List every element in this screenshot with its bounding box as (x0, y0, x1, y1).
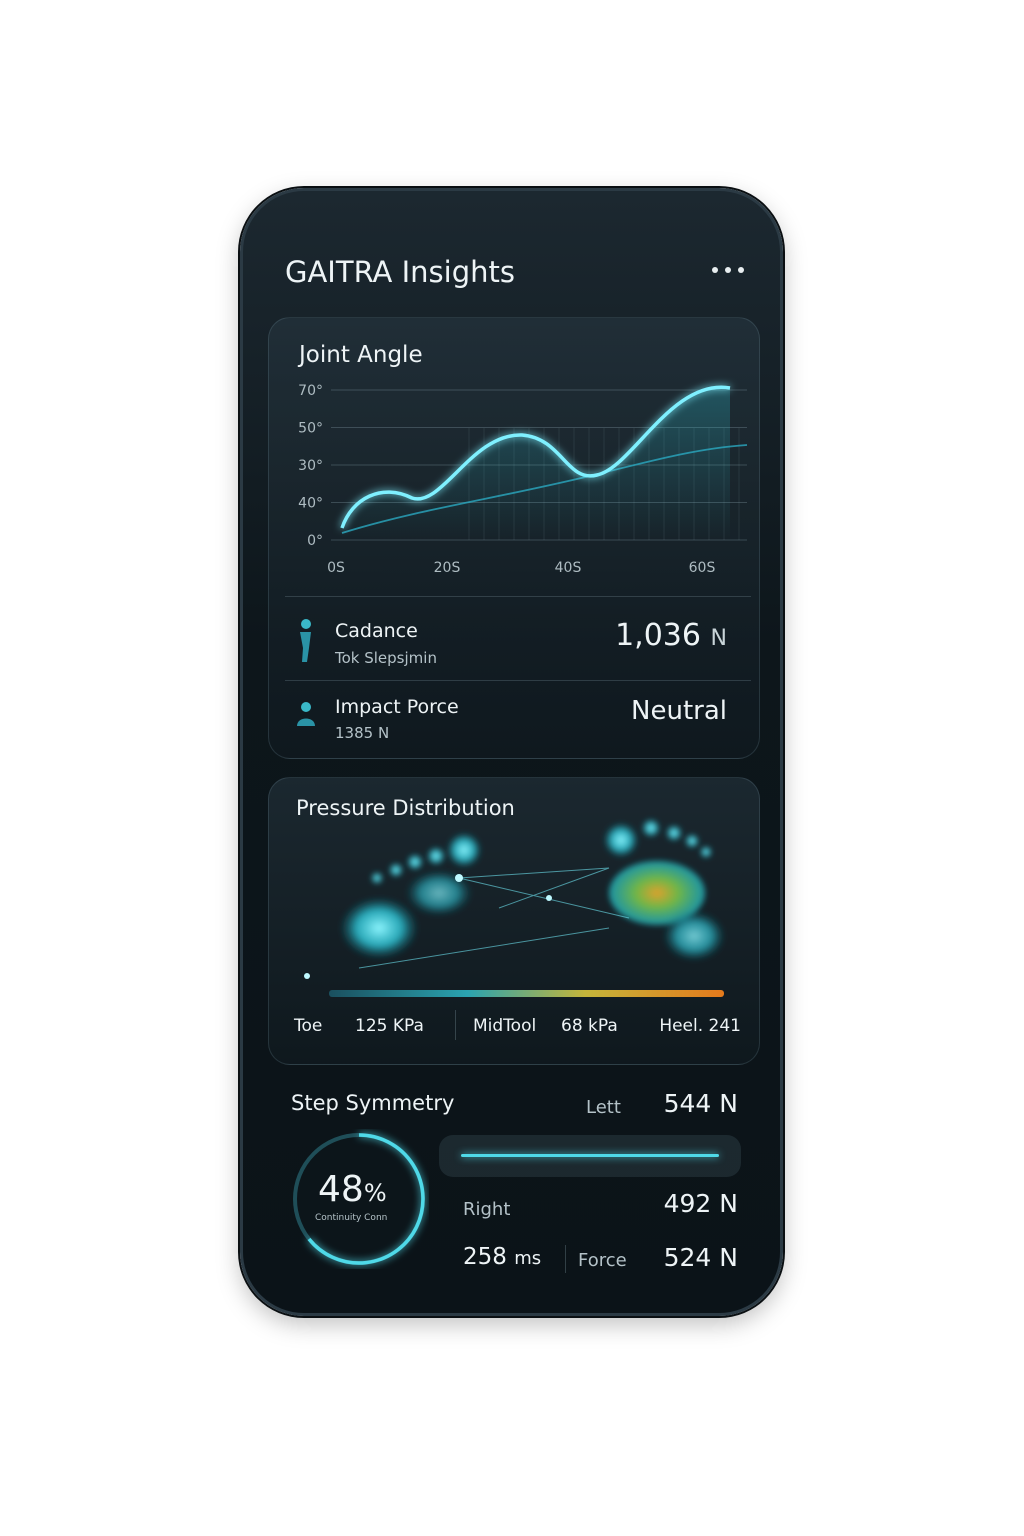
unit: N (719, 1243, 738, 1272)
metric-number: 1,036 (615, 618, 701, 653)
y-axis-label: 40° (298, 496, 323, 512)
y-axis-label: 0° (307, 533, 323, 549)
metric-value: 1,036 N (615, 618, 727, 653)
cadence-icon (300, 619, 311, 662)
card-title: Pressure Distribution (296, 796, 515, 820)
metric-label: Impact Porce (335, 696, 459, 718)
metric-label: Cadance (335, 620, 418, 642)
main-curve (340, 385, 731, 529)
unit: N (719, 1089, 738, 1118)
metric-value: Neutral (631, 696, 727, 726)
section-title: Step Symmetry (291, 1091, 455, 1115)
metric-sub: Tok Slepsjmin (335, 649, 437, 667)
metric-unit: N (710, 626, 727, 651)
unit: % (363, 1179, 387, 1207)
number: 492 (663, 1189, 712, 1218)
y-axis-label: 70° (298, 383, 323, 399)
divider (285, 680, 751, 681)
force-label: Force (578, 1250, 627, 1271)
symmetry-track (439, 1135, 741, 1177)
left-value: 544 N (664, 1089, 738, 1118)
symmetry-percent: 48% (318, 1169, 387, 1210)
force-value: 524 N (664, 1243, 738, 1272)
card-title: Joint Angle (299, 342, 423, 368)
legend-value: 68 kPa (561, 1016, 618, 1036)
pressure-card: Pressure Distribution Toe 1 (268, 777, 760, 1065)
number: 48 (318, 1169, 364, 1210)
unit: ms (514, 1248, 542, 1269)
joint-angle-chart: 70° 50° 30° 40° 0°0S 20S 40S 60S (298, 383, 748, 576)
legend-label: Toe (294, 1016, 323, 1036)
number: 524 (663, 1243, 712, 1272)
number: 258 (463, 1244, 507, 1270)
time-value: 258 ms (463, 1244, 541, 1270)
number: 544 (663, 1089, 712, 1118)
curve-area (342, 387, 730, 540)
right-label: Right (463, 1199, 511, 1220)
divider (285, 596, 751, 597)
pressure-heatmap (304, 819, 724, 997)
x-axis-label: 20S (434, 560, 461, 576)
divider (565, 1245, 566, 1273)
secondary-curve (341, 444, 748, 534)
unit: N (719, 1189, 738, 1218)
x-axis-label: 0S (327, 560, 345, 576)
phone-frame: GAITRA Insights Joint Angle 70° 50° 30° 40°… (240, 188, 783, 1316)
x-axis-label: 40S (555, 560, 582, 576)
x-axis-label: 60S (689, 560, 716, 576)
symmetry-bar (461, 1154, 719, 1157)
y-axis-label: 50° (298, 421, 323, 437)
divider (455, 1010, 456, 1040)
menu-button[interactable] (709, 263, 749, 277)
legend-label: Heel. 241 (659, 1016, 741, 1036)
ring-caption: Continuity Conn (315, 1213, 388, 1223)
right-value: 492 N (664, 1189, 738, 1218)
impact-icon (297, 702, 315, 726)
metric-sub: 1385 N (335, 724, 390, 742)
legend-value: 125 KPa (355, 1016, 424, 1036)
y-axis-label: 30° (298, 458, 323, 474)
symmetry-ring (293, 1133, 425, 1265)
pressure-scale (329, 990, 724, 997)
app-title: GAITRA Insights (285, 255, 515, 289)
joint-angle-card: Joint Angle 70° 50° 30° 40° 0° 0S 20S 40S 60S Ca… (268, 317, 760, 759)
left-label: Lett (586, 1097, 621, 1118)
legend-label: MidTool (473, 1016, 537, 1036)
